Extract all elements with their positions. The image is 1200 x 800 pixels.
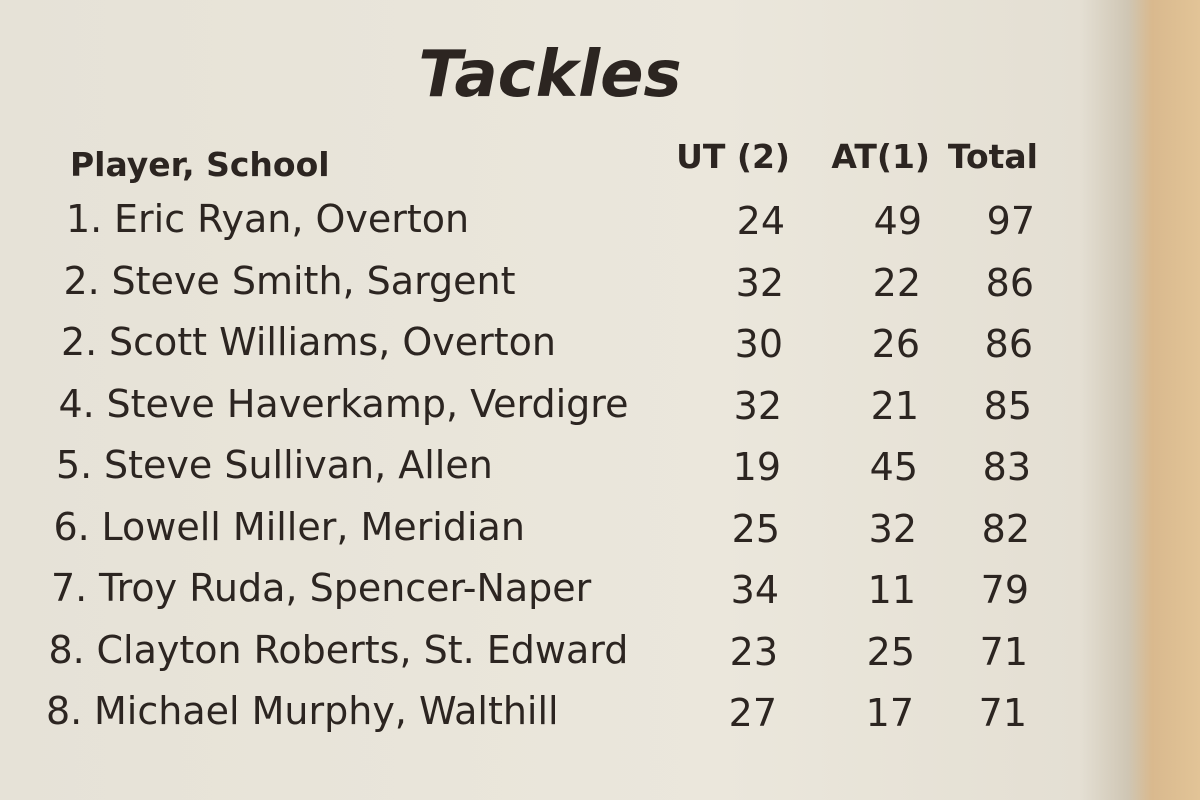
stat-cell: 32 [735, 260, 784, 305]
rank: 7. [51, 566, 88, 610]
rank: 1. [66, 197, 103, 241]
stat-cell: 85 [983, 383, 1032, 428]
stat-cell: 86 [984, 322, 1033, 366]
stat-cell: 19 [732, 445, 781, 489]
player-school: Troy Ruda, Spencer-Naper [99, 566, 592, 610]
stat-cell: 17 [865, 691, 914, 735]
stat-cell: 71 [978, 691, 1027, 735]
player-school: Steve Smith, Sargent [111, 258, 516, 303]
player-school: Lowell Miller, Meridian [101, 504, 525, 549]
stat-cell: 25 [866, 629, 915, 674]
rank: 5. [56, 443, 93, 487]
stat-cell: 26 [871, 322, 920, 366]
stat-cell: 27 [728, 691, 777, 735]
stat-cell: 82 [981, 506, 1030, 551]
player-school: Michael Murphy, Walthill [94, 689, 559, 733]
rank: 2. [61, 320, 98, 364]
stat-cell: 71 [979, 629, 1028, 674]
rank: 6. [53, 504, 90, 549]
player-school: Scott Williams, Overton [109, 320, 557, 364]
stat-cell: 24 [736, 199, 785, 243]
header-cell: UT (2) [676, 137, 790, 176]
stat-cell: 30 [734, 322, 783, 366]
player-school: Steve Haverkamp, Verdigre [106, 381, 629, 426]
rank: 2. [63, 258, 100, 303]
header-cell: Player, School [70, 145, 330, 184]
rank: 4. [58, 381, 95, 426]
header-cell: Total [947, 137, 1038, 176]
stat-cell: 79 [980, 568, 1029, 612]
player-school: Eric Ryan, Overton [114, 197, 470, 241]
header-cell: AT(1) [831, 137, 930, 176]
stat-cell: 97 [986, 199, 1035, 243]
stat-cell: 83 [982, 445, 1031, 489]
rank: 8. [48, 627, 85, 672]
table-title: Tackles [418, 38, 682, 112]
rank: 8. [46, 689, 83, 733]
stat-cell: 49 [873, 199, 922, 243]
stat-cell: 32 [733, 383, 782, 428]
player-school: Steve Sullivan, Allen [104, 443, 493, 487]
stat-cell: 32 [868, 506, 917, 551]
stat-cell: 45 [869, 445, 918, 489]
stat-cell: 22 [872, 260, 921, 305]
stat-cell: 21 [870, 383, 919, 428]
stat-cell: 34 [730, 568, 779, 612]
player-school: Clayton Roberts, St. Edward [96, 627, 629, 672]
stat-cell: 11 [867, 568, 916, 612]
stat-cell: 23 [729, 629, 778, 674]
stat-cell: 86 [985, 260, 1034, 305]
stat-cell: 25 [731, 506, 780, 551]
